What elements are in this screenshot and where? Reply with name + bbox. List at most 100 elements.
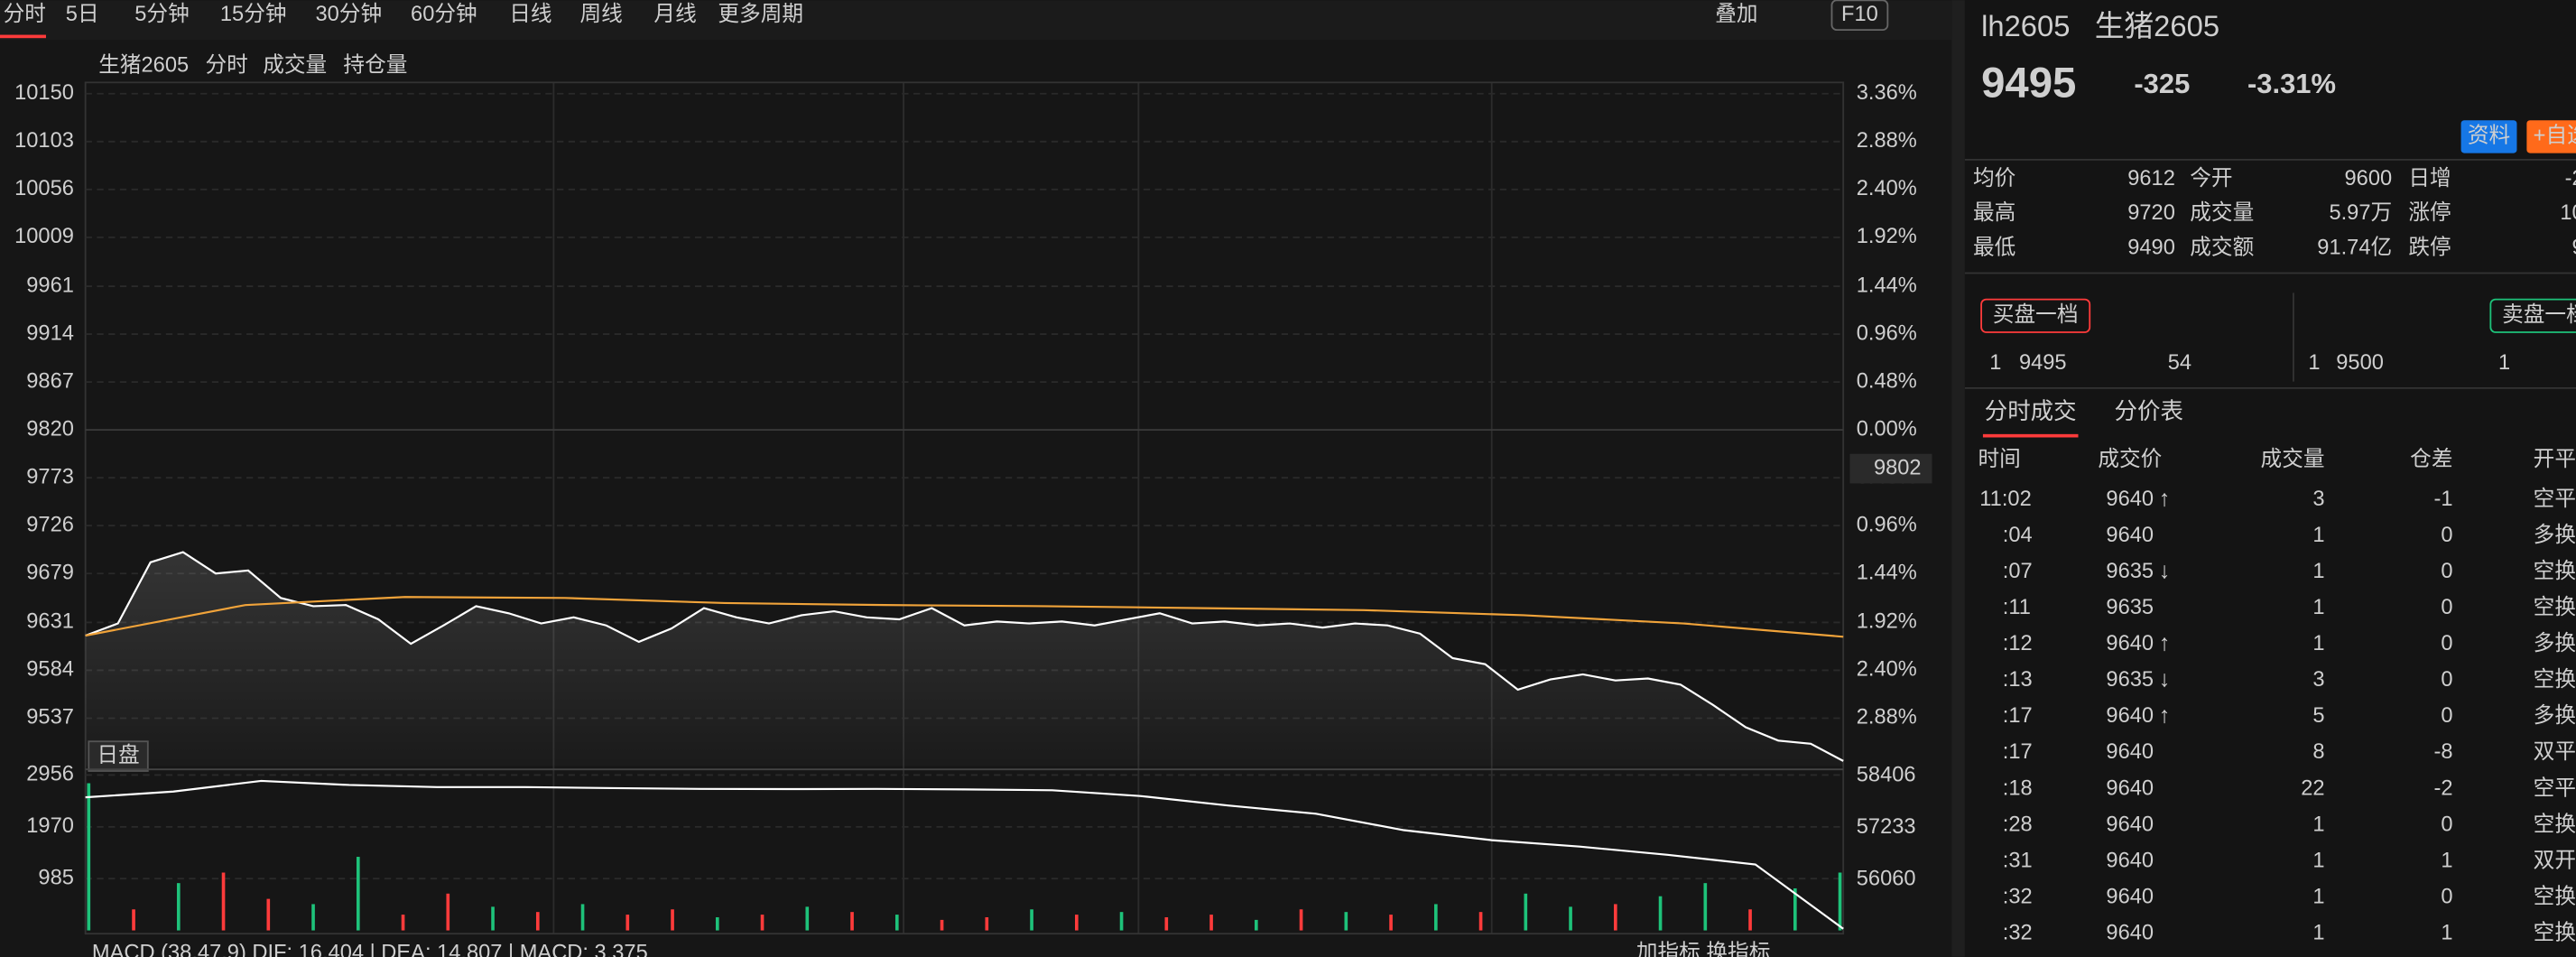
f10-button[interactable]: F10 <box>1841 3 1878 26</box>
trade-time: :32 <box>2003 921 2033 944</box>
trade-time: :31 <box>2003 849 2033 872</box>
toolbar <box>0 0 1952 41</box>
scrollbar <box>1951 0 1965 957</box>
trade-type: 空平 <box>2534 487 2576 511</box>
trade-tab[interactable]: 分时成交 <box>1985 399 2077 424</box>
period-tab[interactable]: 日线 <box>509 2 551 26</box>
volume-bar <box>805 906 810 931</box>
trade-time: :28 <box>2003 813 2033 836</box>
volume-bar <box>1074 915 1079 931</box>
volume-bar <box>1119 912 1124 931</box>
overlay-button[interactable]: 叠加 <box>1715 2 1757 26</box>
period-tab[interactable]: 更多周期 <box>718 2 803 26</box>
add-btn-bg <box>2526 120 2576 153</box>
trade-time: :07 <box>2003 560 2033 583</box>
trade-oi-diff: 0 <box>2441 813 2452 836</box>
y-tick-label: 10103 <box>14 129 74 153</box>
period-tab[interactable]: 60分钟 <box>411 2 477 26</box>
volume-bar <box>985 916 989 931</box>
info-btn[interactable]: 资料 <box>2468 124 2510 148</box>
pct-tick-label: 2.40% <box>1857 177 1917 200</box>
stat-value: 9490 <box>2127 236 2175 259</box>
y-tick-label: 9914 <box>26 321 74 345</box>
trade-type: 空换 <box>2534 884 2576 908</box>
chart-header-item[interactable]: 分时 <box>206 52 248 77</box>
period-tab[interactable]: 30分钟 <box>315 2 382 26</box>
volume-bar <box>760 915 764 931</box>
trade-time: :11 <box>2003 596 2031 619</box>
period-tab[interactable]: 分时 <box>4 2 46 26</box>
stat-value: 92 <box>2572 236 2576 259</box>
trade-type: 双开 <box>2534 849 2576 872</box>
period-tab[interactable]: 5分钟 <box>134 2 189 26</box>
volume-bar <box>176 883 181 931</box>
trade-arrow: ↑ <box>2159 486 2171 511</box>
bid-box <box>1980 298 2091 333</box>
trade-time: :32 <box>2003 885 2033 908</box>
tab-underline <box>0 34 46 39</box>
last-price: 9495 <box>1981 59 2076 107</box>
add-btn[interactable]: +自选 <box>2534 124 2576 148</box>
trade-price: 9635 <box>2106 560 2154 583</box>
oi-tick-label: 57233 <box>1857 815 1916 839</box>
trade-oi-diff: 1 <box>2441 849 2452 872</box>
volume-bar <box>266 898 271 931</box>
stat-value: 91.74亿 <box>2317 235 2392 259</box>
volume-bar <box>491 906 495 931</box>
trade-price: 9640 <box>2106 921 2154 944</box>
change-pct: -3.31% <box>2247 68 2336 99</box>
session-box <box>88 740 149 772</box>
period-tab[interactable]: 月线 <box>653 2 696 26</box>
macd-label: MACD (38,47,9) DIF: 16.404 | DEA: 14.807… <box>92 941 648 957</box>
y-tick-label: 9773 <box>26 465 74 488</box>
trade-type: 多换 <box>2534 523 2576 547</box>
oi-tick-label: 58406 <box>1857 764 1916 787</box>
trade-header: 成交量 <box>2261 447 2325 471</box>
volume-tick-label: 985 <box>38 866 73 889</box>
chart-header-item[interactable]: 成交量 <box>263 52 327 77</box>
price-area <box>85 552 1844 767</box>
pct-tick-label: 2.88% <box>1857 129 1917 153</box>
trade-oi-diff: 0 <box>2441 885 2452 908</box>
trade-price: 9635 <box>2106 668 2154 692</box>
volume-bar <box>1613 904 1617 931</box>
period-tab[interactable]: 5日 <box>66 3 99 26</box>
volume-bar <box>1254 919 1258 931</box>
ask-cell: 1 <box>2498 351 2510 375</box>
trade-volume: 1 <box>2312 632 2324 655</box>
stat-label: 成交量 <box>2190 200 2254 225</box>
bid-title: 买盘一档 <box>1993 302 2079 327</box>
trade-volume: 3 <box>2312 668 2324 692</box>
stat-label: 跌停 <box>2408 235 2451 259</box>
trade-header: 仓差 <box>2410 447 2452 471</box>
trade-oi-diff: -1 <box>2433 488 2452 511</box>
trade-type: 空换 <box>2534 595 2576 619</box>
trade-type: 空换 <box>2534 812 2576 836</box>
trade-price: 9640 <box>2106 849 2154 872</box>
indicator-buttons[interactable]: 加指标 换指标 <box>1636 940 1771 957</box>
trade-volume: 5 <box>2312 704 2324 728</box>
f10-box <box>1830 0 1889 32</box>
volume-tick-label: 1970 <box>26 814 74 838</box>
trade-price: 9640 <box>2106 813 2154 836</box>
trade-header: 成交价 <box>2098 447 2162 471</box>
pct-tick-label: 2.88% <box>1857 706 1917 729</box>
pane-frame <box>84 81 1845 935</box>
trade-arrow: ↓ <box>2159 667 2171 692</box>
volume-bar <box>1569 906 1572 931</box>
y-tick-label: 10150 <box>14 81 74 105</box>
trade-header: 开平 <box>2534 448 2576 471</box>
period-tab[interactable]: 15分钟 <box>220 2 287 26</box>
y-tick-label: 9867 <box>26 369 74 393</box>
stat-label: 最高 <box>1973 200 2015 225</box>
period-tab[interactable]: 周线 <box>580 2 623 26</box>
name: 生猪2605 <box>2095 9 2219 42</box>
current-label: 9802 <box>1874 456 1922 479</box>
stat-value: 9612 <box>2127 167 2175 190</box>
volume-bar <box>87 783 91 931</box>
volume-bar <box>580 904 585 931</box>
price-line <box>85 551 1844 762</box>
chart-header-item[interactable]: 持仓量 <box>343 52 407 77</box>
trade-price: 9635 <box>2106 596 2154 619</box>
trade-tab[interactable]: 分价表 <box>2115 399 2183 424</box>
